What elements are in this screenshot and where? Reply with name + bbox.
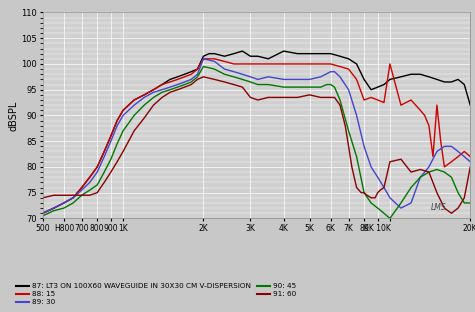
Y-axis label: dBSPL: dBSPL (9, 100, 19, 131)
Legend: 87: LT3 ON 100X60 WAVEGUIDE IN 30X30 CM V-DISPERSION, 88: 15, 89: 30, 90: 45, 91: 87: LT3 ON 100X60 WAVEGUIDE IN 30X30 CM … (13, 280, 299, 308)
Text: LMS: LMS (431, 203, 446, 212)
